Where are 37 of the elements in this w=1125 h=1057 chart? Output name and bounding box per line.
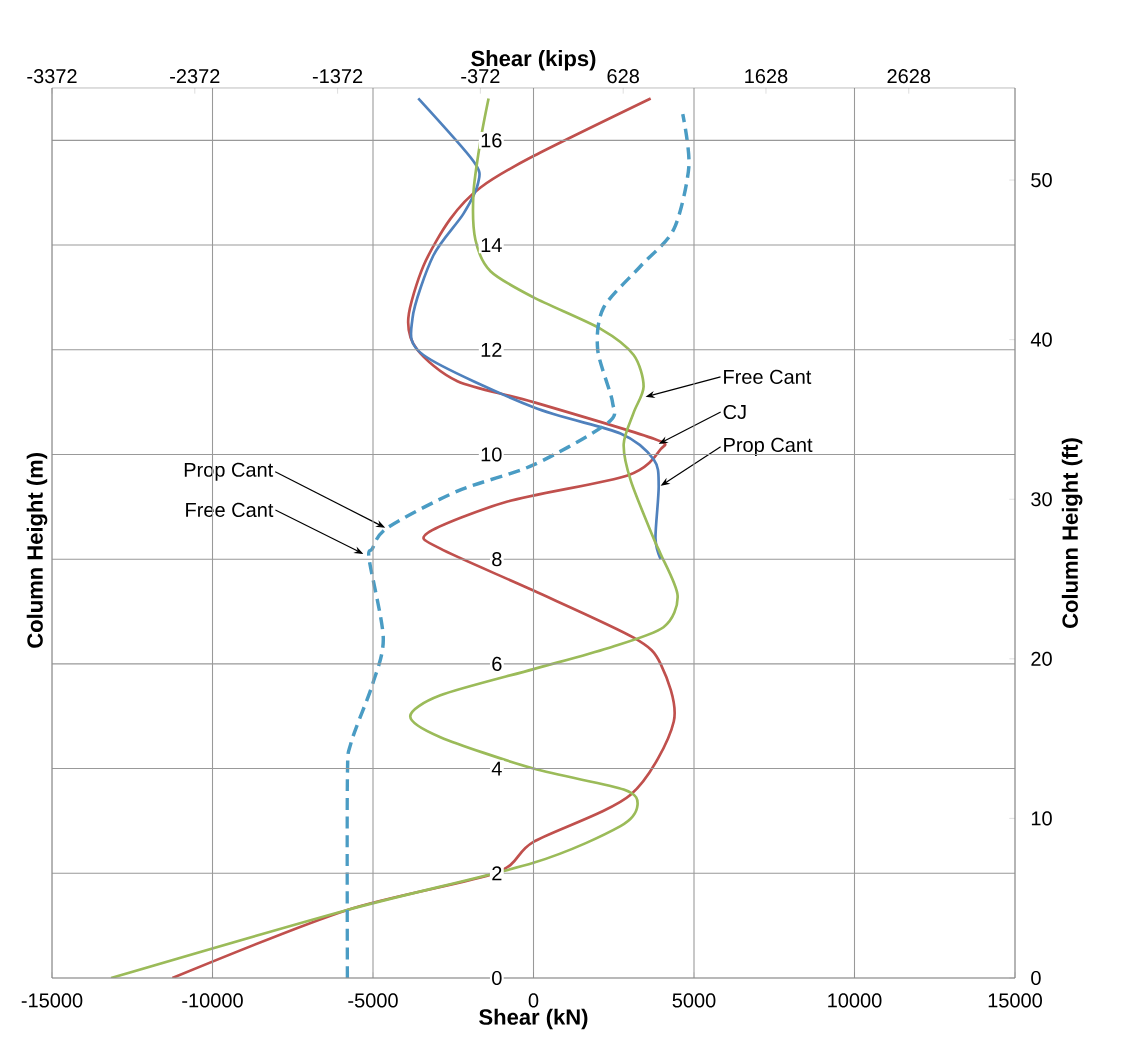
y-axis-title: Column Height (m) <box>26 453 48 648</box>
annotation: Prop Cant <box>724 437 813 456</box>
y2-tick-label: 10 <box>1031 811 1052 826</box>
annotation: Free Cant <box>724 369 812 384</box>
y2-tick-label: 30 <box>1031 492 1052 507</box>
annotation: Free Cant <box>186 502 274 517</box>
x-tick-label: 0 <box>528 993 539 1008</box>
y2-tick-label: 40 <box>1030 332 1052 347</box>
x-tick-label: -5000 <box>348 993 398 1008</box>
x2-tick-label: -3372 <box>27 69 77 84</box>
y2-tick-label: 0 <box>1031 970 1041 986</box>
y-tick-label: 10 <box>481 447 502 462</box>
x-tick-label: -10000 <box>182 993 243 1008</box>
x-tick-label: 10000 <box>828 993 882 1008</box>
x2-tick-label: 1628 <box>745 69 788 84</box>
x2-tick-label: -2372 <box>170 69 220 84</box>
x-axis-title: Shear (kN) <box>479 1008 588 1030</box>
y-tick-label: 14 <box>481 238 502 252</box>
x-tick-label: -15000 <box>21 993 83 1008</box>
y-tick-label: 2 <box>492 866 502 881</box>
y2-axis-title: Column Height (ft) <box>1061 438 1083 629</box>
y2-tick-label: 50 <box>1031 172 1052 188</box>
x2-tick-label: -1372 <box>312 69 363 84</box>
annotation: CJ <box>723 404 746 420</box>
x2-tick-label: -372 <box>461 69 500 84</box>
annotation: Prop Cant <box>184 462 274 481</box>
y-tick-label: 6 <box>492 656 502 671</box>
y-tick-label: 12 <box>481 342 502 357</box>
y-tick-label: 4 <box>491 761 502 776</box>
y2-tick-label: 20 <box>1031 651 1052 666</box>
y-tick-label: 8 <box>492 552 502 567</box>
x-tick-label: 5000 <box>672 993 716 1008</box>
x-tick-label: 15000 <box>988 993 1042 1008</box>
y-tick-label: 0 <box>492 970 502 986</box>
x2-tick-label: 2628 <box>887 69 931 84</box>
y-tick-label: 16 <box>481 133 502 148</box>
x2-tick-label: 628 <box>607 69 639 84</box>
